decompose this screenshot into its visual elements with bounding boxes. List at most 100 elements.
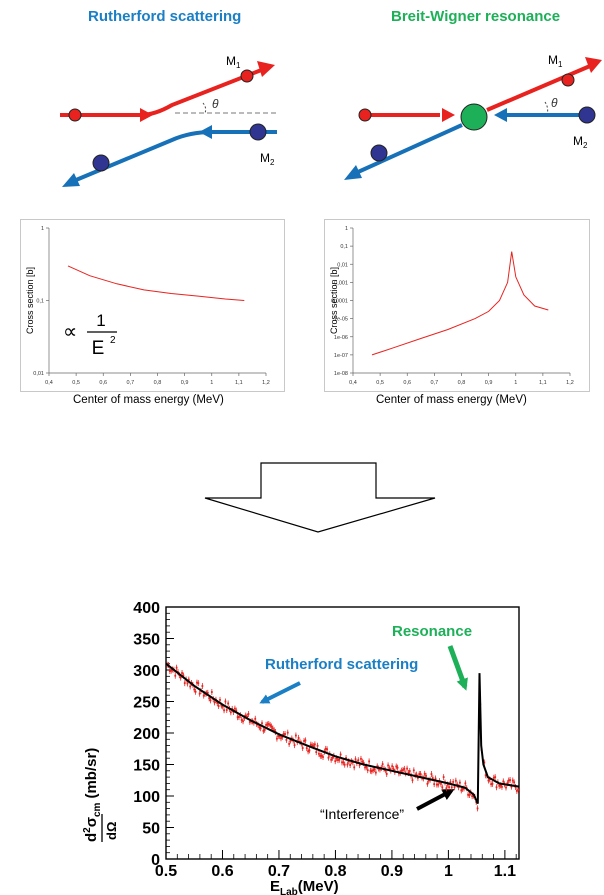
data-point — [186, 682, 189, 685]
breit-wigner-x-tick-label: 0,9 — [485, 380, 493, 386]
data-point — [308, 749, 311, 752]
data-point — [206, 691, 209, 694]
rutherford-x-tick-label: 0,5 — [72, 380, 80, 386]
data-point — [202, 694, 205, 697]
m2-label: M2 — [573, 134, 588, 150]
rutherford-annotation: Rutherford scattering — [265, 656, 418, 673]
particle-m2-before — [249, 123, 267, 141]
data-point — [407, 772, 410, 774]
data-point — [304, 739, 307, 742]
data-point — [499, 784, 502, 787]
data-point — [513, 781, 516, 784]
data-point — [324, 747, 327, 750]
data-point — [467, 793, 469, 796]
rutherford-x-tick-label: 0,4 — [45, 380, 53, 386]
data-point — [270, 725, 273, 728]
rutherford-x-axis-label: Center of mass energy (MeV) — [73, 394, 224, 406]
data-point — [196, 681, 198, 684]
data-point — [175, 666, 178, 669]
transition-arrow — [204, 462, 436, 533]
rutherford-y-tick-label: 0,01 — [33, 371, 44, 377]
formula-denominator: E — [92, 338, 105, 359]
compound-nucleus — [460, 103, 488, 131]
resonance-pointer-arrow — [447, 645, 468, 691]
recoil-beam-m2 — [75, 130, 213, 182]
particle-m2-after — [92, 154, 110, 172]
data-point — [381, 763, 384, 766]
data-point — [502, 780, 505, 783]
data-point — [259, 727, 262, 730]
breit-wigner-y-tick-label: 1e-05 — [334, 317, 348, 323]
data-point — [509, 779, 511, 781]
data-point — [353, 766, 356, 769]
data-point — [197, 682, 200, 685]
data-point — [224, 700, 227, 703]
data-point — [454, 779, 457, 782]
x-tick-label: 0.5 — [155, 863, 177, 880]
breit-wigner-x-tick-label: 0,5 — [376, 380, 384, 386]
data-point — [501, 785, 503, 788]
data-point — [476, 807, 479, 810]
data-point — [284, 733, 286, 735]
data-point — [277, 735, 280, 737]
data-point — [262, 729, 265, 732]
data-point — [376, 765, 379, 768]
data-point — [511, 779, 514, 782]
particle-m1-before — [358, 108, 372, 122]
data-point — [406, 767, 408, 770]
data-point — [327, 756, 330, 759]
interference-pointer-arrow — [416, 789, 455, 811]
scattered-beam-m1 — [139, 67, 265, 117]
data-point — [494, 776, 497, 779]
data-point — [471, 795, 474, 798]
data-point — [315, 751, 318, 753]
data-point — [221, 705, 224, 708]
y-tick-label: 200 — [133, 726, 160, 743]
x-tick-label: 0.9 — [381, 863, 403, 880]
data-point — [288, 743, 291, 745]
y-tick-label: 300 — [133, 663, 160, 680]
data-point — [372, 769, 375, 772]
data-point — [354, 758, 357, 761]
data-point — [369, 769, 372, 772]
data-point — [273, 729, 276, 732]
data-point — [460, 789, 463, 792]
data-point — [457, 786, 460, 789]
data-point — [498, 785, 501, 787]
rutherford-diagram: θ M1 M2 — [60, 54, 277, 187]
y-tick-label: 400 — [133, 600, 160, 617]
rutherford-pointer-arrow — [259, 681, 301, 704]
breit-wigner-y-tick-label: 1 — [345, 226, 348, 232]
data-point — [335, 757, 338, 760]
breit-wigner-y-tick-label: 1e-06 — [334, 335, 348, 341]
data-point — [373, 768, 376, 771]
resonance-annotation: Resonance — [392, 623, 472, 640]
data-point — [403, 767, 406, 770]
rutherford-x-tick-label: 0,8 — [154, 380, 162, 386]
data-point — [179, 676, 182, 679]
y-axis-label: d2σcm(mb/sr) dΩ — [82, 748, 119, 842]
data-point — [358, 764, 361, 767]
data-point — [342, 761, 345, 764]
data-point — [368, 760, 371, 763]
data-point — [276, 737, 278, 740]
data-point — [445, 787, 448, 790]
data-point — [238, 716, 240, 718]
m1-label: M1 — [226, 54, 241, 70]
data-point — [313, 743, 316, 746]
rutherford-x-tick-label: 0,6 — [99, 380, 107, 386]
breit-wigner-x-tick-label: 1,2 — [566, 380, 574, 386]
breit-wigner-y-tick-label: 1e-07 — [334, 353, 348, 359]
breit-wigner-title: Breit-Wigner resonance — [391, 8, 561, 25]
data-point — [330, 758, 333, 761]
data-point — [305, 747, 308, 749]
data-point — [507, 779, 510, 782]
rutherford-title: Rutherford scattering — [88, 8, 242, 25]
data-point — [219, 698, 221, 701]
data-point — [427, 779, 430, 782]
data-point — [492, 776, 495, 779]
data-point — [289, 739, 292, 742]
data-point — [417, 776, 419, 779]
data-point — [505, 786, 507, 789]
